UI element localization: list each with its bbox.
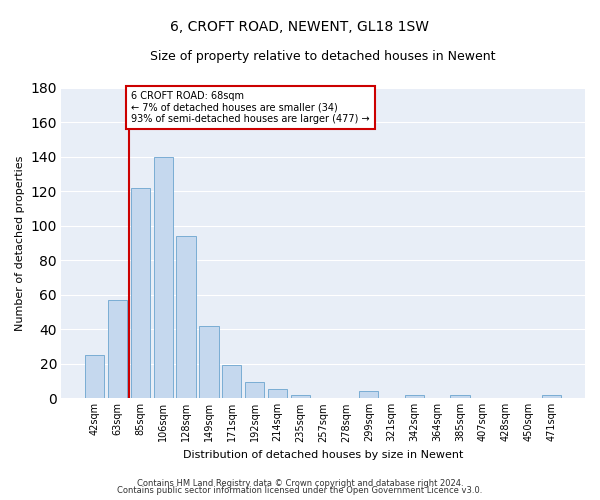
Title: Size of property relative to detached houses in Newent: Size of property relative to detached ho…: [151, 50, 496, 63]
Bar: [405, 394, 424, 398]
Bar: [154, 156, 173, 398]
Text: 6 CROFT ROAD: 68sqm
← 7% of detached houses are smaller (34)
93% of semi-detache: 6 CROFT ROAD: 68sqm ← 7% of detached hou…: [131, 91, 370, 124]
Bar: [245, 382, 265, 398]
Bar: [359, 391, 379, 398]
X-axis label: Distribution of detached houses by size in Newent: Distribution of detached houses by size …: [183, 450, 463, 460]
Bar: [131, 188, 150, 398]
Text: Contains HM Land Registry data © Crown copyright and database right 2024.: Contains HM Land Registry data © Crown c…: [137, 478, 463, 488]
Y-axis label: Number of detached properties: Number of detached properties: [15, 155, 25, 330]
Bar: [451, 394, 470, 398]
Bar: [268, 390, 287, 398]
Bar: [222, 366, 241, 398]
Bar: [542, 394, 561, 398]
Bar: [290, 394, 310, 398]
Text: 6, CROFT ROAD, NEWENT, GL18 1SW: 6, CROFT ROAD, NEWENT, GL18 1SW: [170, 20, 430, 34]
Bar: [85, 355, 104, 398]
Bar: [199, 326, 218, 398]
Text: Contains public sector information licensed under the Open Government Licence v3: Contains public sector information licen…: [118, 486, 482, 495]
Bar: [176, 236, 196, 398]
Bar: [108, 300, 127, 398]
